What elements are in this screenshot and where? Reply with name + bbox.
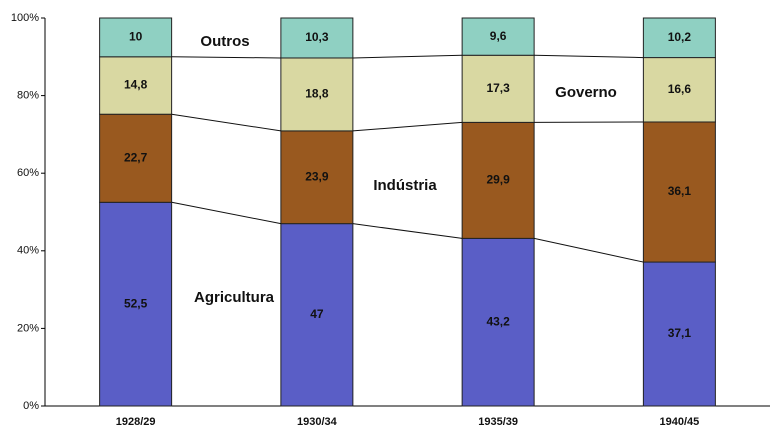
connector-line bbox=[534, 237, 644, 263]
bar-segment bbox=[461, 121, 535, 239]
data-label: 36,1 bbox=[668, 184, 692, 198]
connector-line bbox=[352, 223, 463, 239]
x-tick-label: 1940/45 bbox=[659, 416, 699, 428]
x-tick-label: 1928/29 bbox=[116, 416, 156, 428]
series-label: Outros bbox=[200, 33, 249, 50]
data-label: 43,2 bbox=[486, 314, 510, 328]
y-tick-label: 40% bbox=[17, 245, 39, 257]
series-label: Agricultura bbox=[194, 289, 275, 306]
bar-segment bbox=[99, 113, 173, 203]
data-label: 10 bbox=[129, 30, 143, 44]
bar-segment bbox=[461, 237, 535, 407]
y-tick-label: 20% bbox=[17, 322, 39, 334]
y-tick-label: 100% bbox=[11, 12, 39, 24]
bar-segment bbox=[461, 17, 535, 56]
bar-segment bbox=[280, 17, 354, 59]
data-label: 18,8 bbox=[305, 87, 329, 101]
data-label: 10,2 bbox=[668, 30, 692, 44]
data-label: 23,9 bbox=[305, 169, 329, 183]
x-tick-label: 1935/39 bbox=[478, 416, 518, 428]
data-label: 47 bbox=[310, 307, 324, 321]
data-label: 29,9 bbox=[486, 173, 510, 187]
bar-segment bbox=[461, 54, 535, 123]
data-label: 37,1 bbox=[668, 326, 692, 340]
connector-line bbox=[352, 121, 463, 132]
bar-segment bbox=[280, 223, 354, 407]
data-label: 16,6 bbox=[668, 82, 692, 96]
y-tick-label: 80% bbox=[17, 90, 39, 102]
bar-segment bbox=[99, 201, 173, 407]
bar-segment bbox=[99, 17, 173, 58]
connector-line bbox=[352, 54, 463, 59]
bar-segment bbox=[642, 261, 716, 407]
x-tick-label: 1930/34 bbox=[297, 416, 338, 428]
connector-line bbox=[534, 54, 644, 59]
data-label: 9,6 bbox=[490, 29, 507, 43]
series-label: Governo bbox=[555, 84, 617, 101]
data-label: 10,3 bbox=[305, 30, 329, 44]
series-label: Indústria bbox=[373, 177, 437, 194]
data-label: 17,3 bbox=[486, 81, 510, 95]
y-tick-label: 0% bbox=[23, 400, 39, 412]
connector-line bbox=[171, 201, 281, 225]
connector-line bbox=[171, 56, 281, 59]
data-label: 14,8 bbox=[124, 78, 148, 92]
connector-line bbox=[171, 113, 281, 132]
data-label: 22,7 bbox=[124, 150, 148, 164]
y-tick-label: 60% bbox=[17, 167, 39, 179]
bar-segment bbox=[642, 17, 716, 59]
bar-segment bbox=[99, 56, 173, 115]
data-label: 52,5 bbox=[124, 296, 148, 310]
